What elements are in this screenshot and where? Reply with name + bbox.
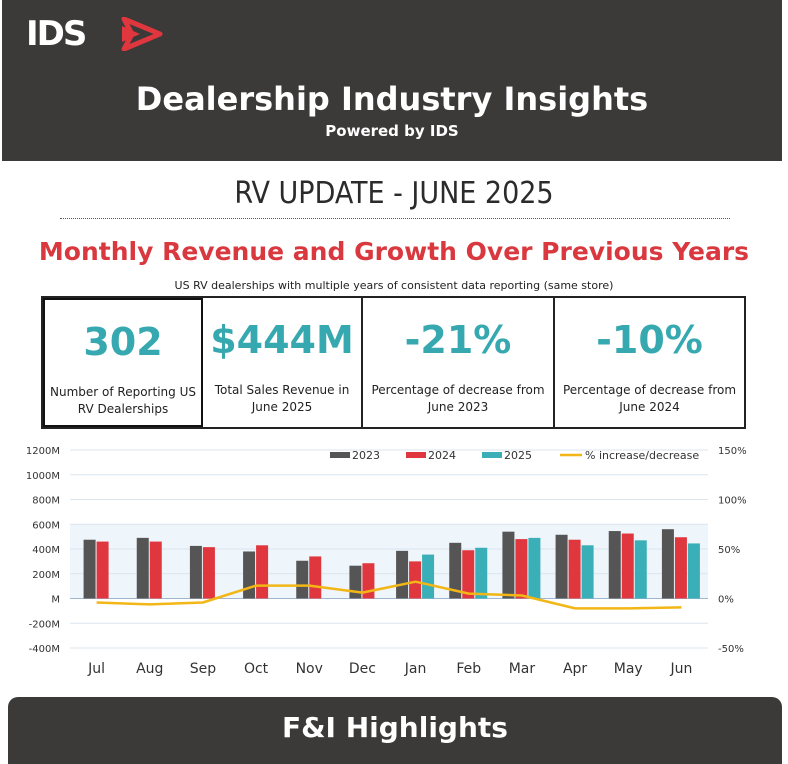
bar-2024: [409, 561, 422, 599]
bar-2023: [608, 531, 621, 599]
kpi-change-vs-2023: -21% Percentage of decrease from June 20…: [363, 298, 555, 427]
bar-2024: [202, 547, 215, 599]
bar-2023: [449, 542, 462, 599]
bar-2025: [634, 540, 647, 599]
bar-2023: [136, 537, 149, 599]
kpi-value: 302: [83, 320, 163, 364]
y-left-tick-label: 600M: [32, 520, 60, 531]
bar-2023: [296, 560, 309, 599]
x-tick-label: Jul: [87, 661, 105, 677]
x-tick-label: Nov: [296, 661, 323, 677]
bar-2023: [349, 565, 362, 599]
kpi-value: -21%: [404, 318, 512, 362]
kpi-total-revenue: $444M Total Sales Revenue in June 2025: [203, 298, 363, 427]
bar-2024: [256, 545, 269, 599]
bar-2024: [515, 539, 528, 599]
bar-2023: [189, 545, 202, 599]
x-tick-label: Aug: [136, 661, 163, 677]
bar-2024: [568, 539, 581, 599]
legend-swatch: [482, 452, 502, 458]
revenue-section-subtitle: US RV dealerships with multiple years of…: [174, 279, 614, 292]
revenue-chart: 1200M 1000M 800M 600M 400M 200M M -200M -400M 150…: [26, 446, 747, 677]
bar-2024: [674, 537, 687, 599]
legend-label: 2024: [428, 449, 456, 462]
bar-2024: [149, 541, 162, 599]
y-left-tick-label: 1200M: [26, 446, 60, 457]
kpi-panel: 302 Number of Reporting US RV Dealership…: [41, 296, 746, 429]
bar-2024: [462, 550, 475, 599]
page-title: Dealership Industry Insights: [135, 80, 649, 118]
kpi-value: -10%: [596, 318, 703, 362]
bar-2023: [502, 531, 515, 599]
bar-2023: [243, 551, 256, 599]
bar-2025: [422, 554, 435, 599]
bar-2025: [687, 543, 700, 599]
x-tick-label: Oct: [244, 661, 269, 677]
bar-2023: [555, 534, 568, 599]
legend-swatch: [406, 452, 426, 458]
bar-2025: [475, 547, 488, 599]
x-tick-label: Dec: [349, 661, 376, 677]
fi-highlights-title: F&I Highlights: [282, 711, 508, 744]
legend-label: % increase/decrease: [585, 449, 699, 462]
bar-2023: [83, 539, 96, 599]
y-right-tick-label: 100%: [718, 496, 747, 507]
y-left-tick-label: -200M: [29, 619, 60, 630]
y-left-tick-label: 800M: [32, 496, 60, 507]
x-tick-label: Mar: [509, 661, 536, 677]
legend-swatch: [330, 452, 350, 458]
kpi-label: Percentage of decrease from June 2024: [562, 383, 737, 414]
x-tick-label: Jun: [669, 661, 692, 677]
y-right-tick-label: 50%: [718, 545, 740, 556]
kpi-dealership-count: 302 Number of Reporting US RV Dealership…: [43, 298, 203, 427]
x-tick-label: Jan: [404, 661, 427, 677]
bar-2024: [96, 541, 109, 599]
line-percent-change: [96, 580, 682, 610]
y-left-tick-label: -400M: [29, 644, 60, 655]
y-left-tick-label: M: [51, 595, 60, 606]
divider: [60, 218, 730, 219]
fi-highlights-banner: F&I Highlights: [8, 697, 782, 764]
y-left-tick-label: 1000M: [26, 471, 60, 482]
x-tick-label: May: [614, 661, 643, 677]
bar-2025: [528, 537, 541, 599]
kpi-label: Total Sales Revenue in June 2025: [214, 383, 350, 414]
logo-text: IDS: [26, 14, 87, 54]
kpi-change-vs-2024: -10% Percentage of decrease from June 20…: [555, 298, 744, 427]
update-title: RV UPDATE - JUNE 2025: [234, 176, 554, 211]
x-tick-label: Apr: [563, 661, 587, 677]
legend-label: 2025: [504, 449, 532, 462]
page-subtitle: Powered by IDS: [325, 122, 459, 140]
y-left-tick-label: 200M: [32, 570, 60, 581]
legend-label: 2023: [352, 449, 380, 462]
bar-2024: [309, 556, 322, 599]
bar-2024: [621, 533, 634, 599]
kpi-label: Number of Reporting US RV Dealerships: [50, 385, 196, 416]
kpi-value: $444M: [210, 318, 354, 362]
y-right-tick-label: -50%: [718, 644, 744, 655]
kpi-label: Percentage of decrease from June 2023: [371, 383, 545, 414]
header-banner: IDS Dealership Industry Insights Powered…: [2, 0, 782, 161]
x-tick-label: Sep: [190, 661, 217, 677]
y-right-tick-label: 0%: [718, 595, 734, 606]
y-right-tick-label: 150%: [718, 446, 747, 457]
x-tick-label: Feb: [456, 661, 481, 677]
ids-logo: IDS: [26, 14, 163, 54]
bar-2023: [396, 550, 409, 599]
revenue-section-title: Monthly Revenue and Growth Over Previous…: [38, 237, 750, 266]
y-left-tick-label: 400M: [32, 545, 60, 556]
logo-arrow-icon: [121, 17, 163, 51]
bar-2025: [581, 545, 594, 599]
bar-2023: [661, 529, 674, 599]
